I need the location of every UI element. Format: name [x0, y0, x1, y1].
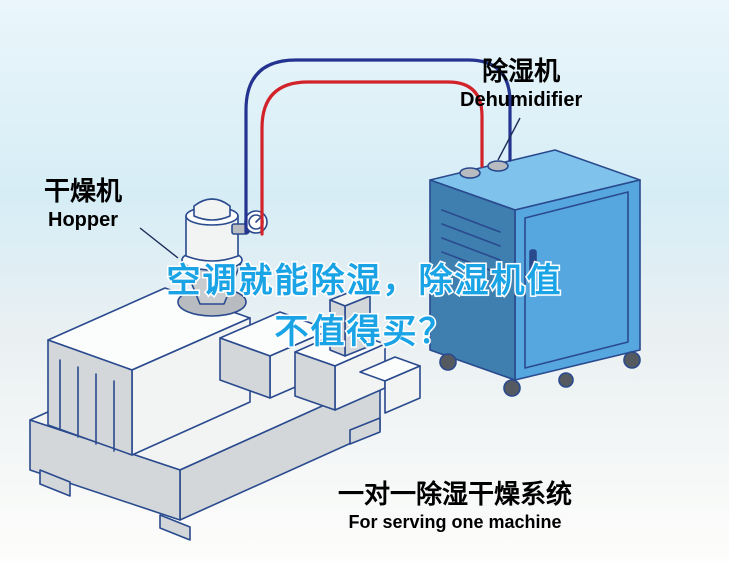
system-title: 一对一除湿干燥系统 For serving one machine: [338, 478, 572, 533]
hopper-label: 干燥机 Hopper: [44, 175, 122, 233]
system-title-cn: 一对一除湿干燥系统: [338, 478, 572, 511]
dehumidifier-label-cn: 除湿机: [460, 55, 582, 88]
overlay-headline-line2: 不值得买？: [0, 304, 729, 353]
hopper-label-cn: 干燥机: [44, 175, 122, 208]
diagram-canvas: .ol{stroke:#2a4a8e;stroke-width:1.6;stro…: [0, 0, 729, 561]
hopper-label-en: Hopper: [44, 208, 122, 233]
overlay-headline: 空调就能除湿，除湿机值 不值得买？: [0, 253, 729, 353]
system-title-en: For serving one machine: [338, 511, 572, 534]
dehumidifier-label-en: Dehumidifier: [460, 88, 582, 113]
dehumidifier-label: 除湿机 Dehumidifier: [460, 55, 582, 113]
overlay-headline-line1: 空调就能除湿，除湿机值: [167, 262, 563, 300]
